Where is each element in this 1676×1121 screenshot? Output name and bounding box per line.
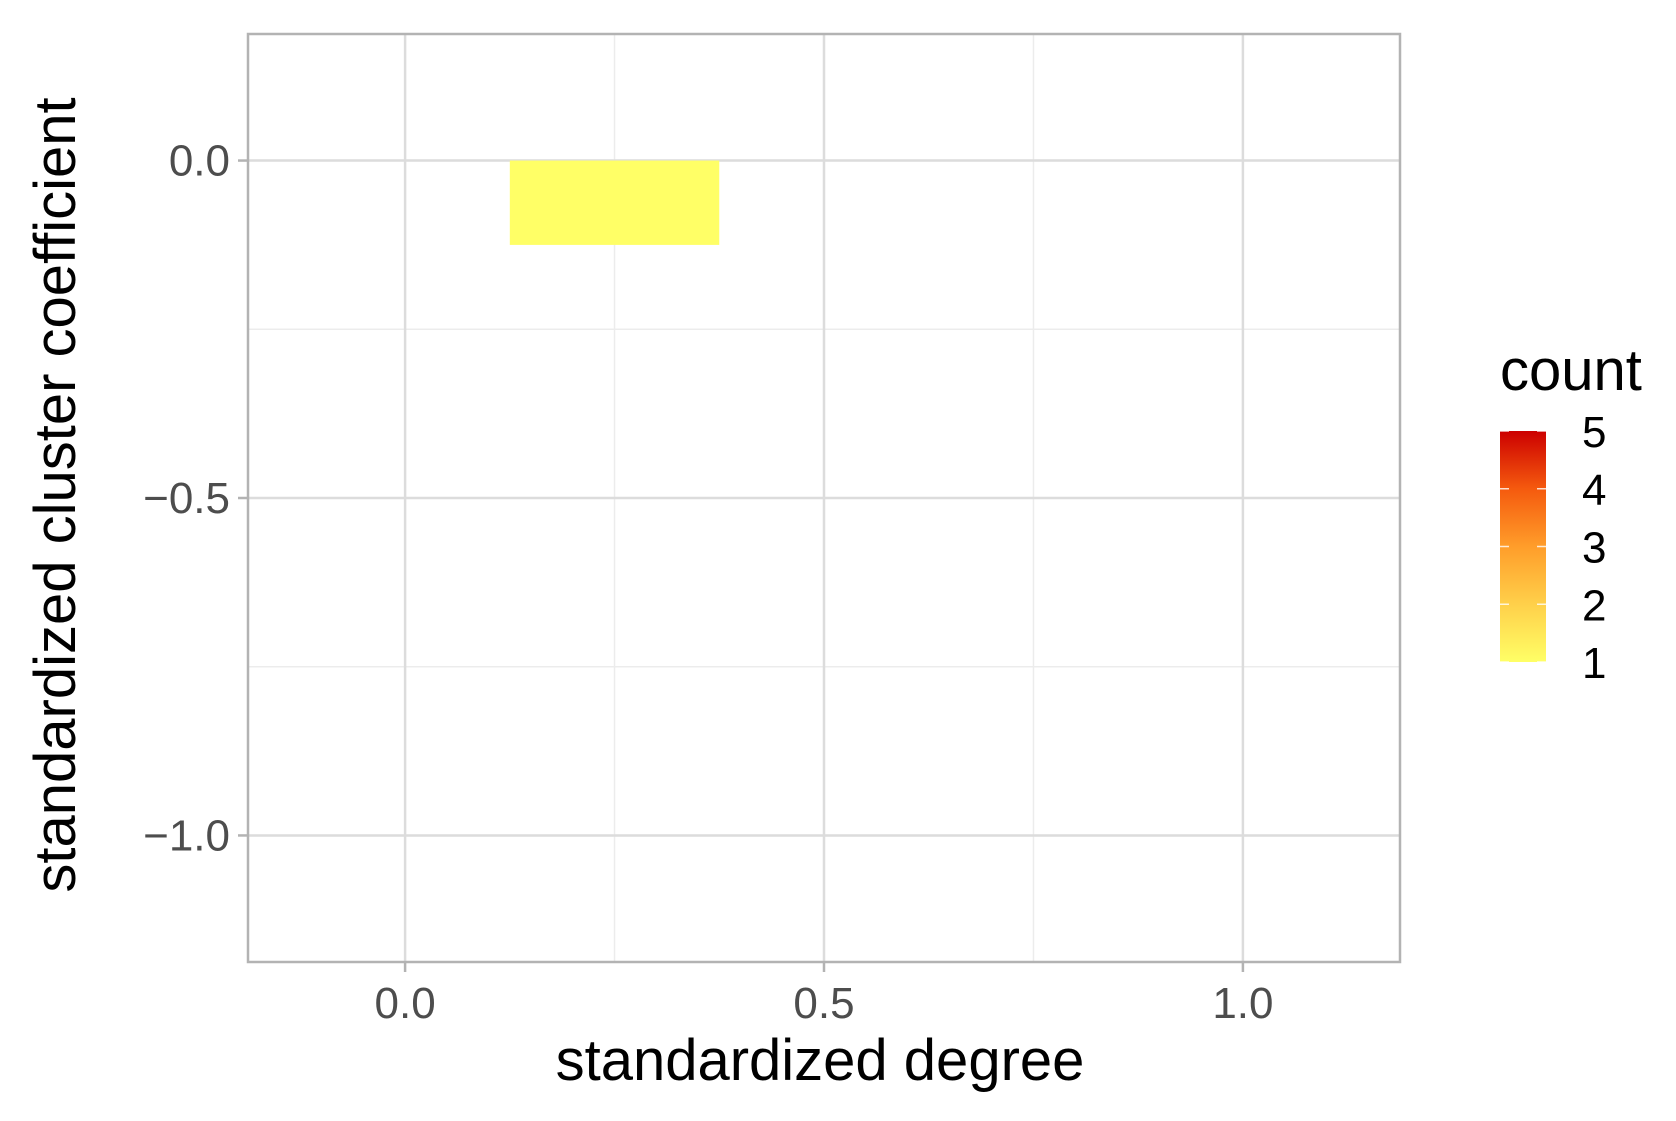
y-axis: 0.0 −0.5 −1.0 <box>143 137 248 860</box>
heatmap-bins <box>509 160 720 245</box>
x-tick-label: 0.0 <box>375 979 436 1028</box>
y-tick-label: −1.0 <box>143 811 230 860</box>
y-tick-label: −0.5 <box>143 474 230 523</box>
legend-ticks <box>1500 430 1546 663</box>
x-axis: 0.0 0.5 1.0 <box>375 962 1273 1028</box>
major-gridlines <box>248 34 1400 962</box>
x-tick-label: 0.5 <box>793 979 854 1028</box>
legend-label: 4 <box>1582 466 1606 515</box>
legend-label: 1 <box>1582 639 1606 688</box>
legend-label: 5 <box>1582 408 1606 457</box>
x-axis-title: standardized degree <box>556 1028 1085 1093</box>
y-tick-label: 0.0 <box>169 137 230 186</box>
heatmap-bin <box>509 160 720 245</box>
legend-label: 2 <box>1582 581 1606 630</box>
legend-title: count <box>1500 338 1642 403</box>
legend-label: 3 <box>1582 524 1606 573</box>
y-axis-title: standardized cluster coefficient <box>23 97 88 892</box>
x-tick-label: 1.0 <box>1212 979 1273 1028</box>
legend-labels: 1 2 3 4 5 <box>1582 408 1606 688</box>
color-legend: count 1 2 3 4 5 <box>1500 338 1642 688</box>
